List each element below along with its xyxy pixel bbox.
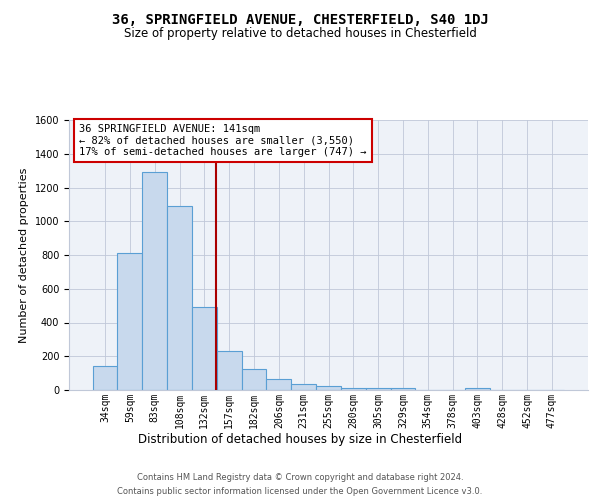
Text: Contains public sector information licensed under the Open Government Licence v3: Contains public sector information licen… (118, 488, 482, 496)
Y-axis label: Number of detached properties: Number of detached properties (19, 168, 29, 342)
Text: 36, SPRINGFIELD AVENUE, CHESTERFIELD, S40 1DJ: 36, SPRINGFIELD AVENUE, CHESTERFIELD, S4… (112, 12, 488, 26)
Text: Size of property relative to detached houses in Chesterfield: Size of property relative to detached ho… (124, 28, 476, 40)
Bar (366, 388, 391, 390)
Bar (217, 351, 242, 390)
Text: 36 SPRINGFIELD AVENUE: 141sqm
← 82% of detached houses are smaller (3,550)
17% o: 36 SPRINGFIELD AVENUE: 141sqm ← 82% of d… (79, 124, 367, 157)
Bar (118, 254, 142, 390)
Bar (167, 206, 192, 390)
Bar (142, 172, 167, 390)
Bar (266, 379, 291, 390)
Text: Distribution of detached houses by size in Chesterfield: Distribution of detached houses by size … (138, 432, 462, 446)
Bar (192, 308, 217, 390)
Bar (92, 366, 118, 390)
Bar (316, 386, 341, 390)
Bar (291, 384, 316, 390)
Bar (341, 388, 366, 390)
Bar (242, 369, 266, 390)
Bar (391, 388, 415, 390)
Bar (465, 388, 490, 390)
Text: Contains HM Land Registry data © Crown copyright and database right 2024.: Contains HM Land Registry data © Crown c… (137, 472, 463, 482)
